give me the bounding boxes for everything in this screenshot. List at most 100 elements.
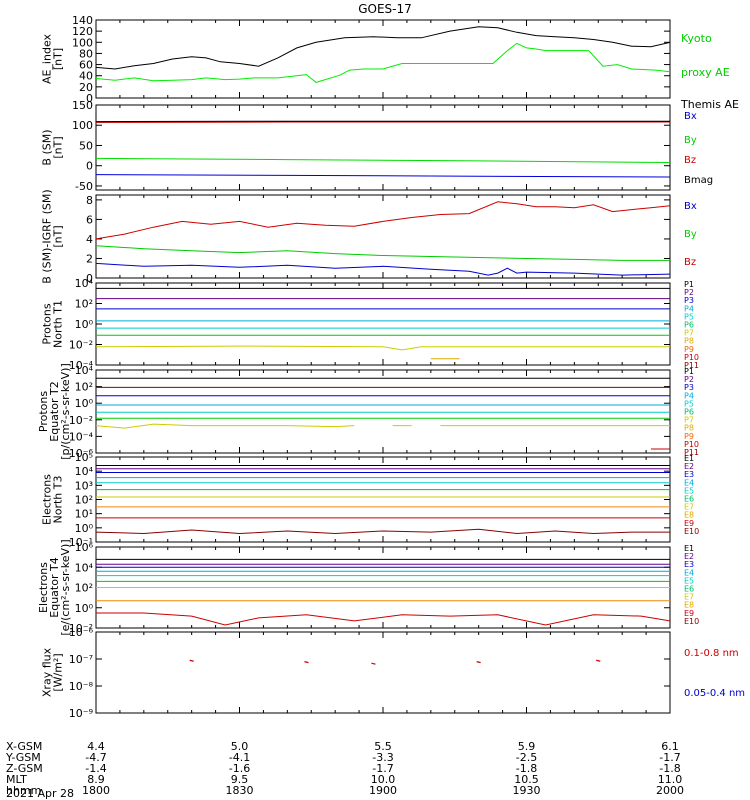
y-tick-label: 0: [86, 92, 93, 105]
series-group: [96, 558, 670, 626]
y-tick-label: 10⁰: [75, 522, 94, 535]
y-axis-label: B (SM)-IGRF (SM): [41, 189, 54, 283]
footer-value: 9.5: [231, 773, 249, 786]
footer-value: -4.7: [85, 751, 106, 764]
footer-value: 5.5: [374, 740, 392, 753]
footer-value: 8.9: [87, 773, 105, 786]
panel-b_sm: -50 0 50 100 150 B (SM)[nT] Bx By Bz Bmag: [41, 99, 714, 193]
legend-entry: E4: [684, 568, 694, 577]
y-tick-label: 10²: [75, 494, 93, 507]
legend-entry: P9: [684, 345, 694, 354]
footer-value: 1800: [82, 784, 110, 797]
y-tick-label: 80: [79, 47, 93, 60]
legend-entry: P4: [684, 391, 694, 400]
footer-value: 1900: [369, 784, 397, 797]
y-axis-label: [nT]: [52, 136, 65, 158]
legend-entry: E8: [684, 601, 694, 610]
y-tick-label: 120: [72, 25, 93, 38]
panel-frame: [95, 369, 671, 454]
y-tick-label: 10³: [75, 479, 93, 492]
footer-row-label: Y-GSM: [5, 751, 41, 764]
y-tick-label: 10⁻⁸: [69, 680, 94, 693]
legend-entry: E1: [684, 544, 694, 553]
legend-entry: P3: [684, 296, 694, 305]
footer-value: -1.7: [659, 751, 680, 764]
y-tick-label: 10⁴: [75, 277, 94, 290]
date-label: 2021 Apr 28: [6, 787, 74, 800]
series-line-themis-ae: [96, 26, 670, 70]
data-point: [304, 661, 309, 664]
legend-entry: P5: [684, 399, 694, 408]
y-tick-label: 10⁶: [75, 541, 94, 554]
series-line-by: [96, 245, 670, 261]
y-tick-label: 10⁰: [75, 318, 94, 331]
y-tick-label: 10⁰: [75, 602, 94, 615]
y-tick-label: 10²: [75, 582, 93, 595]
legend-entry: P1: [684, 280, 694, 289]
footer-value: -4.1: [229, 751, 250, 764]
series-line-bx: [96, 174, 670, 178]
y-tick-label: 10⁻⁶: [69, 447, 94, 460]
legend-entry: E5: [684, 576, 694, 585]
legend-entry: P10: [684, 353, 699, 362]
y-axis-label: [W/m²]: [52, 653, 65, 691]
footer-value: 6.1: [661, 740, 679, 753]
legend-entry: P4: [684, 304, 694, 313]
legend-entry: P10: [684, 440, 699, 449]
y-tick-label: 4: [86, 233, 93, 246]
y-tick-label: 6: [86, 213, 93, 226]
series-line-kyoto-proxy-ae: [96, 42, 670, 83]
legend-entry: E3: [684, 560, 694, 569]
legend-entry: P7: [684, 329, 694, 338]
y-tick-label: 140: [72, 14, 93, 27]
series-group: [96, 120, 670, 178]
legend-entry: E10: [684, 527, 699, 536]
footer-value: 5.0: [231, 740, 249, 753]
y-tick-label: 8: [86, 194, 93, 207]
legend-entry: E1: [684, 454, 694, 463]
y-axis-label: Xray flux: [41, 647, 54, 697]
legend-entry: P7: [684, 416, 694, 425]
y-tick-label: 10⁰: [75, 397, 94, 410]
footer-value: 4.4: [87, 740, 105, 753]
legend-entry: P6: [684, 408, 694, 417]
legend-entry: 0.05-0.4 nm: [684, 688, 745, 699]
y-axis-label: North T3: [52, 476, 65, 524]
y-axis-label: Protons: [37, 391, 50, 432]
footer-value: -2.5: [516, 751, 537, 764]
y-tick-label: 10⁻⁴: [69, 359, 94, 372]
y-axis-label: AE_index: [41, 33, 54, 84]
series-line-p7: [96, 345, 670, 351]
legend-entry: P11: [684, 448, 699, 457]
legend-entry: Bx: [684, 111, 697, 122]
panel-frame: [95, 456, 671, 543]
y-tick-label: 10⁻¹: [69, 536, 93, 549]
footer-value: 1830: [226, 784, 254, 797]
legend-entry: E9: [684, 609, 694, 618]
y-tick-label: 10⁴: [75, 465, 94, 478]
footer-value: -1.8: [659, 762, 680, 775]
y-axis-label: Equator T4: [48, 557, 61, 617]
y-tick-label: 100: [72, 36, 93, 49]
legend-entry: P1: [684, 367, 694, 376]
legend-entry: E7: [684, 503, 694, 512]
panel-frame: [95, 282, 671, 366]
legend-entry: Bmag: [684, 175, 713, 186]
footer-value: 5.9: [518, 740, 536, 753]
legend-entry: Bz: [684, 155, 696, 166]
y-tick-label: 10²: [75, 298, 93, 311]
panel-frame: [95, 631, 671, 714]
series-line-bz: [96, 201, 670, 240]
y-tick-label: 10⁻²: [69, 339, 93, 352]
legend-entry: Bx: [684, 201, 697, 212]
footer-value: -1.7: [372, 762, 393, 775]
legend-entry: E2: [684, 462, 694, 471]
series-line-e9: [96, 612, 670, 626]
footer-row-label: X-GSM: [6, 740, 42, 753]
legend-entry: E2: [684, 552, 694, 561]
legend-entry: E5: [684, 486, 694, 495]
legend-entry: P2: [684, 288, 694, 297]
legend-entry: P11: [684, 361, 699, 370]
